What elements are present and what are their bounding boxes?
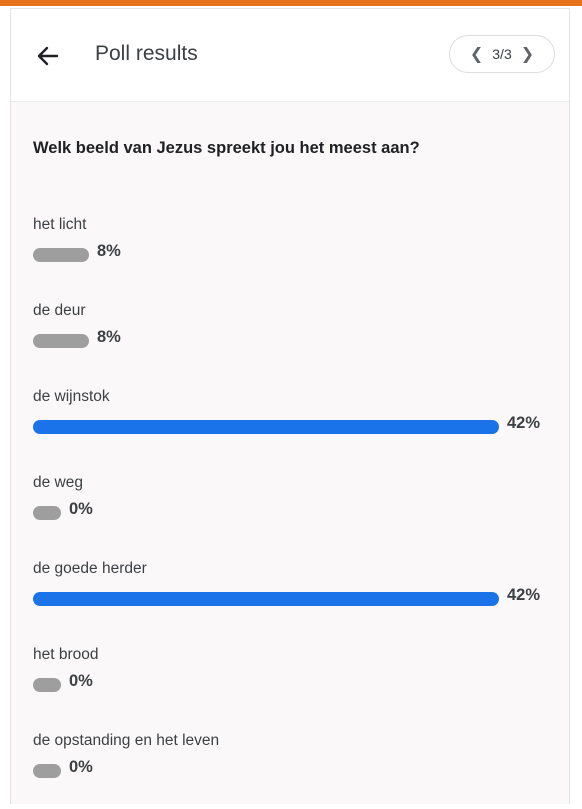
- poll-option-percent: 42%: [507, 414, 541, 432]
- poll-results-panel: Poll results ❮ 3/3 ❯ Welk beeld van Jezu…: [10, 8, 570, 804]
- arrow-left-icon: [37, 46, 59, 66]
- poll-option-label: het licht: [33, 216, 87, 233]
- poll-option: de goede herder 42%: [33, 560, 553, 622]
- poll-option-label: het brood: [33, 646, 99, 663]
- poll-option-bar: [33, 764, 61, 778]
- poll-option-percent: 8%: [97, 328, 121, 346]
- poll-option-label: de weg: [33, 474, 83, 491]
- poll-option-bar: [33, 592, 499, 606]
- poll-pager: ❮ 3/3 ❯: [449, 35, 555, 73]
- poll-option-label: de goede herder: [33, 560, 147, 577]
- poll-option: het brood 0%: [33, 646, 553, 708]
- poll-option: de wijnstok 42%: [33, 388, 553, 450]
- poll-body: Welk beeld van Jezus spreekt jou het mee…: [11, 102, 569, 804]
- poll-option: de weg 0%: [33, 474, 553, 536]
- poll-option-bar: [33, 506, 61, 520]
- panel-header: Poll results ❮ 3/3 ❯: [11, 9, 569, 102]
- poll-option-label: de wijnstok: [33, 388, 110, 405]
- chevron-right-icon[interactable]: ❯: [520, 46, 535, 63]
- poll-option-bar: [33, 678, 61, 692]
- top-accent-stripe: [0, 0, 582, 6]
- poll-option-percent: 42%: [507, 586, 541, 604]
- chevron-left-icon[interactable]: ❮: [469, 46, 484, 63]
- back-button[interactable]: [35, 43, 61, 69]
- poll-option-bar: [33, 334, 89, 348]
- poll-option-percent: 0%: [69, 672, 93, 690]
- poll-option-percent: 0%: [69, 500, 93, 518]
- poll-option-label: de opstanding en het leven: [33, 732, 220, 749]
- poll-option-label: de deur: [33, 302, 86, 319]
- page-title: Poll results: [95, 42, 198, 65]
- poll-option-bar: [33, 248, 89, 262]
- poll-option-bar: [33, 420, 499, 434]
- poll-option: de opstanding en het leven 0%: [33, 732, 553, 794]
- poll-question: Welk beeld van Jezus spreekt jou het mee…: [33, 139, 420, 157]
- poll-option-percent: 8%: [97, 242, 121, 260]
- poll-option-percent: 0%: [69, 758, 93, 776]
- poll-option: de deur 8%: [33, 302, 553, 364]
- poll-option: het licht 8%: [33, 216, 553, 278]
- pager-label: 3/3: [492, 46, 512, 62]
